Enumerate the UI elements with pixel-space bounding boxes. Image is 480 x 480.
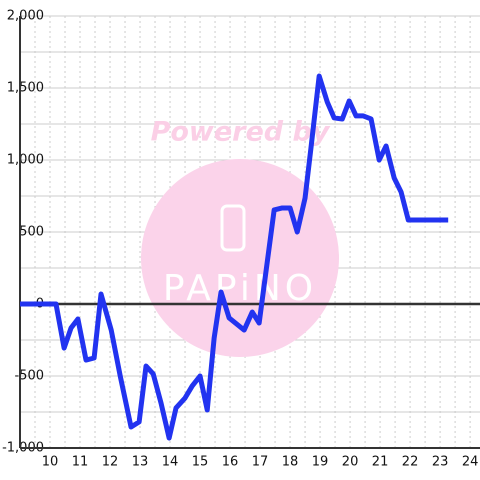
x-tick-label: 22 xyxy=(402,455,419,470)
x-tick-label: 23 xyxy=(432,455,449,470)
y-tick-label: 1,500 xyxy=(7,81,44,96)
watermark-logo: PAPiNO xyxy=(163,268,317,309)
x-tick-label: 10 xyxy=(42,455,59,470)
y-tick-label: 2,000 xyxy=(7,9,44,24)
x-tick-label: 14 xyxy=(162,455,179,470)
x-tick-label: 16 xyxy=(222,455,239,470)
x-tick-label: 17 xyxy=(252,455,269,470)
x-tick-label: 15 xyxy=(192,455,209,470)
x-tick-label: 21 xyxy=(372,455,389,470)
y-tick-label: 1,000 xyxy=(7,153,44,168)
y-tick-label: 500 xyxy=(19,225,44,240)
x-tick-label: 13 xyxy=(132,455,149,470)
watermark-icon xyxy=(220,204,246,252)
x-tick-label: 11 xyxy=(72,455,89,470)
x-tick-label: 20 xyxy=(342,455,359,470)
x-tick-label: 24 xyxy=(462,455,479,470)
x-tick-label: 19 xyxy=(312,455,329,470)
data-line xyxy=(20,73,449,441)
watermark-text: Powered by xyxy=(151,117,331,148)
x-tick-label: 18 xyxy=(282,455,299,470)
x-tick-label: 12 xyxy=(102,455,119,470)
y-tick-label: -500 xyxy=(14,369,44,384)
